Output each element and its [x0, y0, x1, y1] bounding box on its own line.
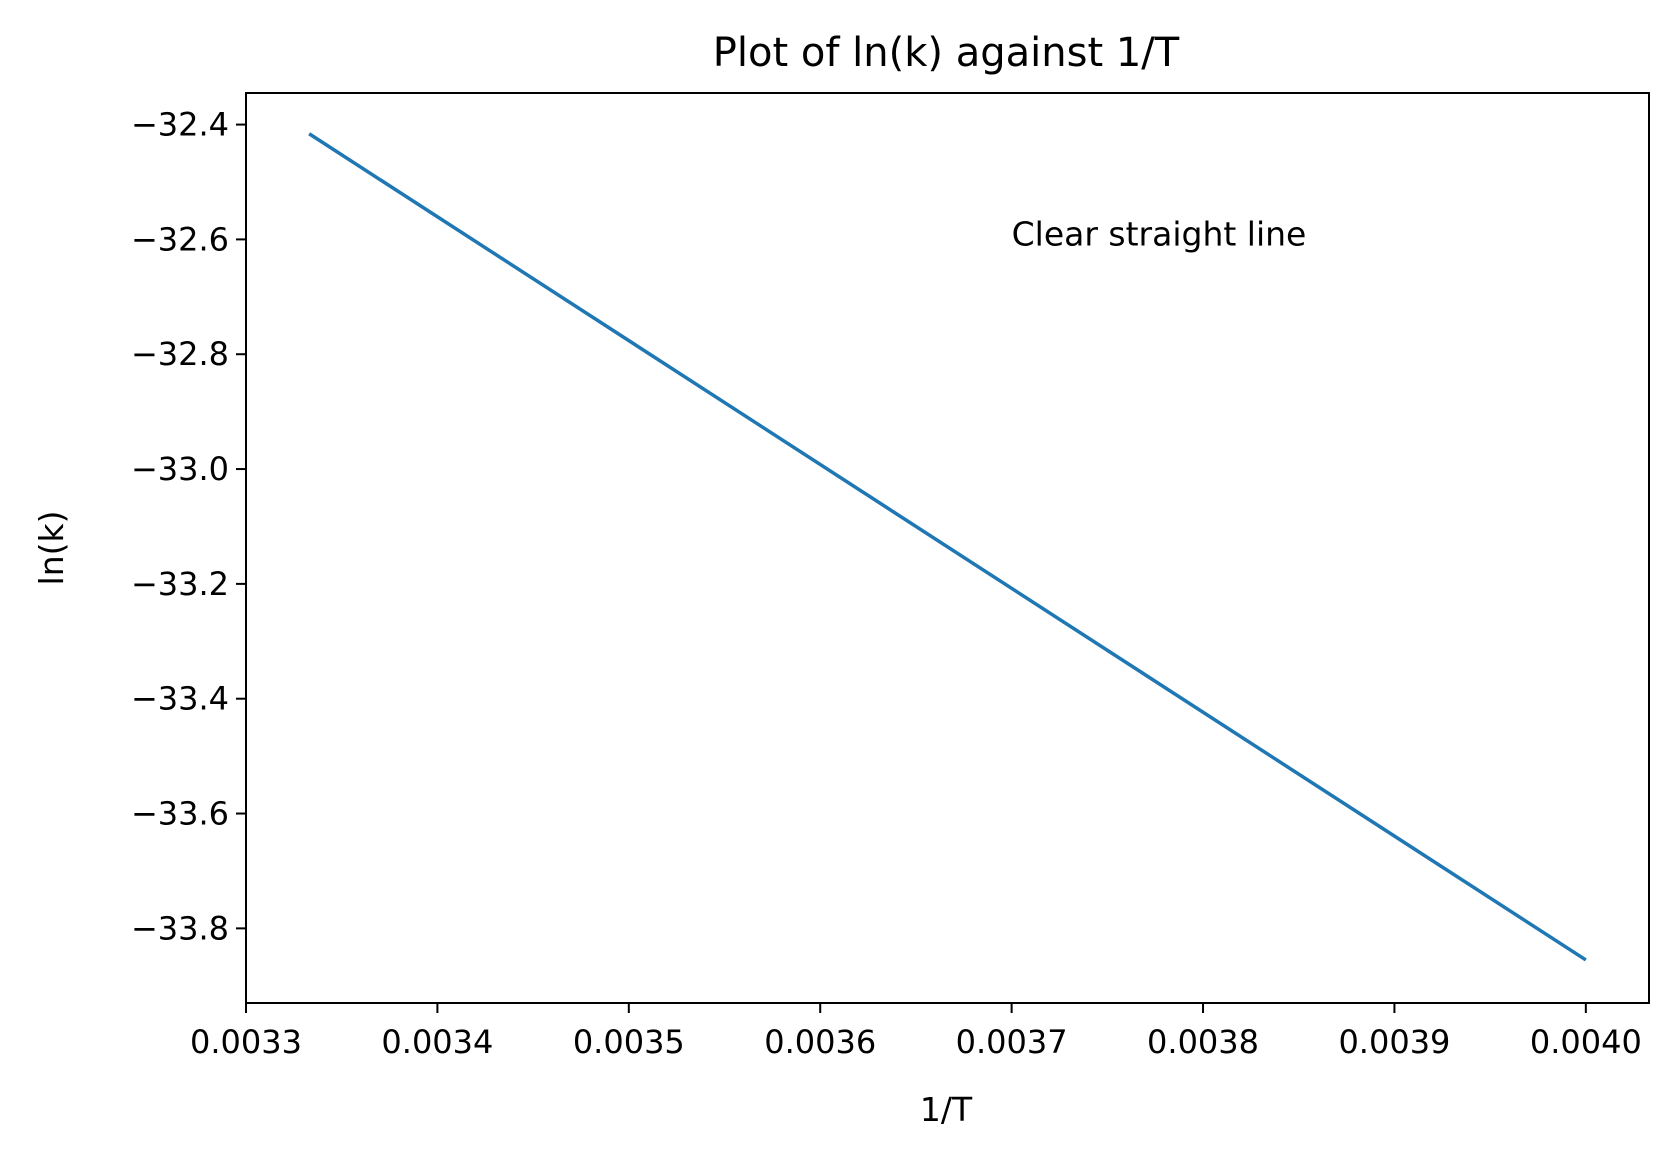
annotations: Clear straight line	[1012, 215, 1307, 254]
plot-area	[308, 132, 1587, 962]
x-tick-label: 0.0039	[1338, 1023, 1450, 1061]
y-axis-label: ln(k)	[32, 511, 71, 586]
chart-title: Plot of ln(k) against 1/T	[713, 30, 1180, 76]
axes-frame	[245, 92, 1650, 1004]
y-tick-label: −32.4	[131, 106, 229, 144]
x-tick-label: 0.0040	[1530, 1023, 1642, 1061]
x-tick-label: 0.0034	[381, 1023, 493, 1061]
x-tick-label: 0.0033	[190, 1023, 302, 1061]
annotation-text: Clear straight line	[1012, 215, 1307, 254]
x-axis-label: 1/T	[920, 1090, 973, 1129]
x-axis: 0.0033 0.0034 0.0035 0.0036 0.0037 0.0038 0.00…	[190, 1003, 1642, 1061]
y-tick-label: −33.6	[131, 795, 229, 833]
y-tick-label: −33.2	[131, 565, 229, 603]
y-tick-label: −32.8	[131, 335, 229, 373]
x-tick-label: 0.0035	[573, 1023, 685, 1061]
y-tick-label: −33.0	[131, 450, 229, 488]
y-tick-label: −33.4	[131, 680, 229, 718]
x-tick-label: 0.0037	[956, 1023, 1068, 1061]
y-tick-label: −33.8	[131, 909, 229, 947]
x-tick-label: 0.0038	[1147, 1023, 1259, 1061]
y-axis: −32.4 −32.6 −32.8 −33.0 −33.2 −33.4 −33.6 −33.8	[131, 106, 246, 947]
y-tick-label: −32.6	[131, 220, 229, 258]
series-line	[308, 132, 1587, 962]
x-tick-label: 0.0036	[764, 1023, 876, 1061]
